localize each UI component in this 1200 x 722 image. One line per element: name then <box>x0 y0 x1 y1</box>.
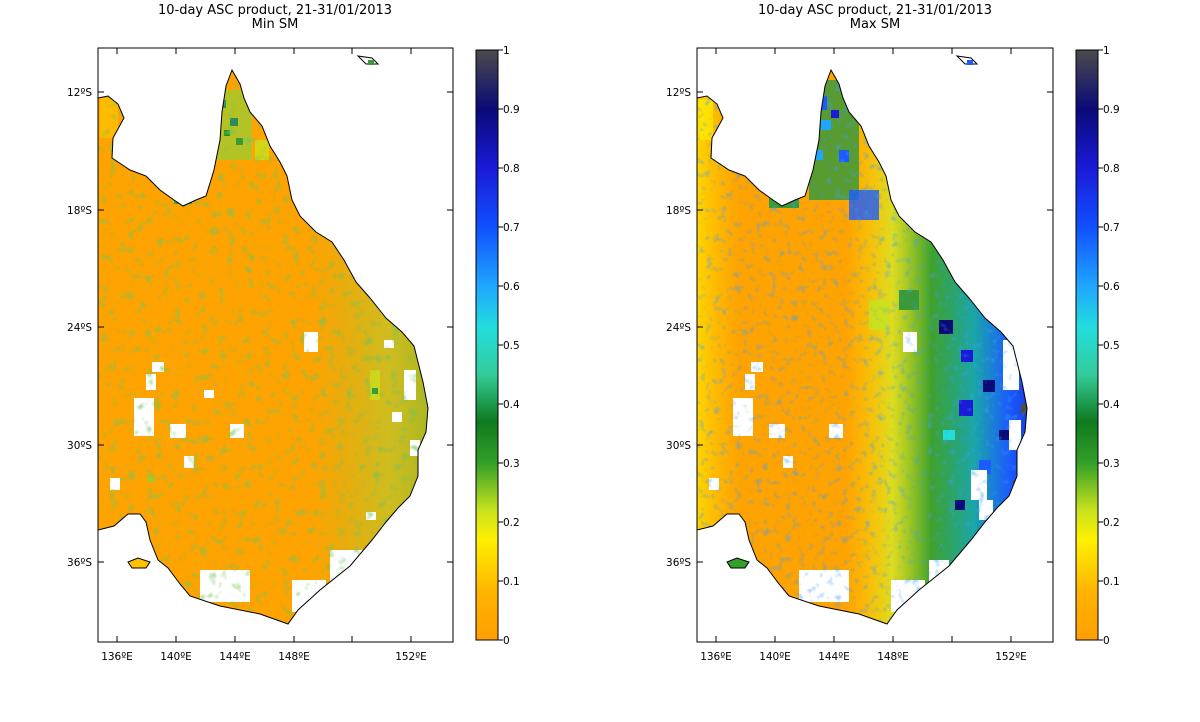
map-frame-min <box>97 47 454 643</box>
cb-tick-0.9: 0.9 <box>503 104 520 116</box>
lon-label-144e: 144ºE <box>818 651 850 663</box>
panel-title-line2: Max SM <box>850 17 900 32</box>
cb-tick-0.8: 0.8 <box>503 163 520 175</box>
cb-tick-0.3: 0.3 <box>503 458 520 470</box>
cb-tick-0.5: 0.5 <box>1103 340 1120 352</box>
lat-label-24s: 24ºS <box>67 322 92 334</box>
cb-tick-0.2: 0.2 <box>1103 517 1120 529</box>
panel-title-line2: Min SM <box>252 17 299 32</box>
lon-label-136e: 136ºE <box>700 651 732 663</box>
cb-tick-0.3: 0.3 <box>1103 458 1120 470</box>
cb-tick-1: 1 <box>503 45 510 57</box>
map-panel-min-sm: 10-day ASC product, 21-31/01/2013 Min SM <box>67 3 520 663</box>
lat-axis-min <box>98 91 453 563</box>
panel-title-line1: 10-day ASC product, 21-31/01/2013 <box>758 3 992 18</box>
lon-label-152e: 152ºE <box>395 651 427 663</box>
lon-label-148e: 148ºE <box>278 651 310 663</box>
cb-tick-0.4: 0.4 <box>503 399 520 411</box>
lat-label-30s: 30ºS <box>67 440 92 452</box>
cb-tick-0.2: 0.2 <box>503 517 520 529</box>
cb-tick-0.6: 0.6 <box>503 281 520 293</box>
lon-label-136e: 136ºE <box>101 651 133 663</box>
cb-tick-0.1: 0.1 <box>1103 576 1120 588</box>
cb-tick-0.1: 0.1 <box>503 576 520 588</box>
map-panel-max-sm: 10-day ASC product, 21-31/01/2013 Max SM <box>666 3 1120 663</box>
lat-label-30s: 30ºS <box>666 440 691 452</box>
colorbar-min: 0 0.1 0.2 0.3 0.4 0.5 0.6 0.7 0.8 0.9 1 <box>475 45 520 647</box>
lat-label-36s: 36ºS <box>666 557 691 569</box>
coastline-max <box>697 68 1028 625</box>
cb-tick-0: 0 <box>503 635 510 647</box>
lon-label-148e: 148ºE <box>877 651 909 663</box>
coastline-min <box>98 68 429 625</box>
cb-tick-0.7: 0.7 <box>1103 222 1120 234</box>
colorbar-max: 0 0.1 0.2 0.3 0.4 0.5 0.6 0.7 0.8 0.9 1 <box>1075 45 1120 647</box>
lat-label-36s: 36ºS <box>67 557 92 569</box>
lon-label-140e: 140ºE <box>759 651 791 663</box>
cb-tick-0.5: 0.5 <box>503 340 520 352</box>
lon-label-144e: 144ºE <box>219 651 251 663</box>
cb-tick-0.6: 0.6 <box>1103 281 1120 293</box>
cb-tick-0.9: 0.9 <box>1103 104 1120 116</box>
lat-label-18s: 18ºS <box>666 205 691 217</box>
lon-label-140e: 140ºE <box>160 651 192 663</box>
lon-axis-max <box>715 48 1012 642</box>
lon-axis-min <box>116 48 412 642</box>
cb-tick-0.4: 0.4 <box>1103 399 1120 411</box>
lat-label-18s: 18ºS <box>67 205 92 217</box>
lat-axis-max <box>697 91 1053 563</box>
lon-label-152e: 152ºE <box>995 651 1027 663</box>
cb-tick-0.8: 0.8 <box>1103 163 1120 175</box>
cb-tick-0: 0 <box>1103 635 1110 647</box>
lat-label-12s: 12ºS <box>666 87 691 99</box>
cb-tick-1: 1 <box>1103 45 1110 57</box>
lat-label-24s: 24ºS <box>666 322 691 334</box>
lat-label-12s: 12ºS <box>67 87 92 99</box>
map-frame-max <box>696 47 1054 643</box>
panel-title-line1: 10-day ASC product, 21-31/01/2013 <box>158 3 392 18</box>
cb-tick-0.7: 0.7 <box>503 222 520 234</box>
